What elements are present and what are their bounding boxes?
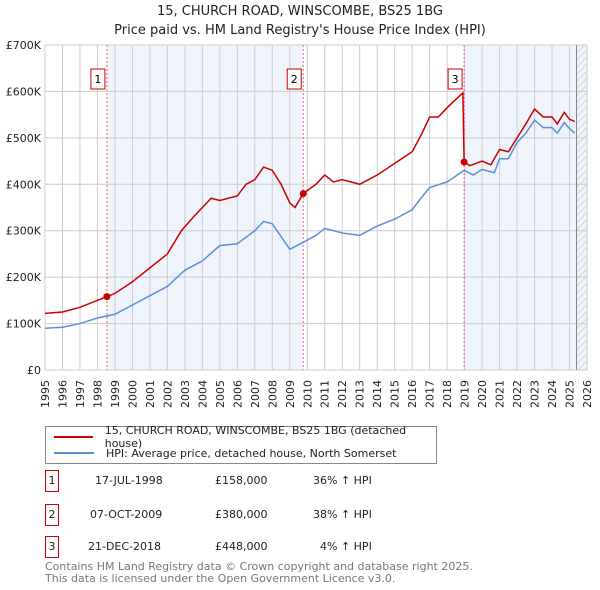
x-tick-label: 1999 [109, 380, 122, 408]
x-tick-label: 2011 [319, 380, 332, 408]
x-tick-label: 2009 [284, 380, 297, 408]
x-tick-label: 2002 [161, 380, 174, 408]
property-price-line [44, 91, 576, 315]
sale-hpi: 38% ↑ HPI [313, 508, 372, 521]
x-tick-label: 1995 [39, 380, 52, 408]
x-tick-label: 1997 [74, 380, 87, 408]
x-tick-label: 2004 [196, 380, 209, 408]
y-tick-label: £300K [6, 225, 42, 238]
shaded-period [106, 45, 304, 370]
x-tick-label: 2026 [581, 380, 594, 408]
x-tick-label: 2020 [476, 380, 489, 408]
sale-point [103, 293, 111, 301]
x-tick-label: 2019 [459, 380, 472, 408]
hpi-line [44, 119, 576, 329]
sale-row: 3 21-DEC-2018 £448,000 4% ↑ HPI [45, 536, 445, 558]
sale-marker-badge: 2 [45, 504, 59, 526]
sale-label: 1 [94, 73, 101, 86]
footer: Contains HM Land Registry data © Crown c… [45, 561, 473, 585]
footer-line: This data is licensed under the Open Gov… [45, 572, 396, 585]
y-tick-label: £0 [27, 364, 41, 377]
shaded-period [464, 45, 587, 370]
y-tick-label: £700K [6, 39, 42, 52]
x-tick-label: 2008 [266, 380, 279, 408]
x-tick-label: 2003 [179, 380, 192, 408]
legend-label: HPI: Average price, detached house, Nort… [106, 446, 397, 460]
x-tick-label: 2023 [529, 380, 542, 408]
sale-point [460, 158, 468, 166]
sale-label: 2 [291, 73, 298, 86]
sale-date: 21-DEC-2018 [88, 540, 162, 553]
sale-label-box [286, 68, 302, 90]
y-tick-label: £400K [6, 178, 42, 191]
red-line-swatch [54, 436, 93, 438]
sale-row: 1 17-JUL-1998 £158,000 36% ↑ HPI [45, 470, 445, 492]
sale-price: £380,000 [215, 508, 268, 521]
chart-title: 15, CHURCH ROAD, WINSCOMBE, BS25 1BG Pri… [0, 2, 600, 40]
x-tick-label: 2014 [371, 380, 384, 408]
x-tick-label: 1996 [56, 380, 69, 408]
x-tick-label: 2012 [336, 380, 349, 408]
x-tick-label: 2021 [494, 380, 507, 408]
sale-row: 2 07-OCT-2009 £380,000 38% ↑ HPI [45, 504, 445, 526]
sale-date: 07-OCT-2009 [90, 508, 163, 521]
x-tick-label: 2001 [144, 380, 157, 408]
sale-marker-badge: 1 [45, 470, 59, 492]
legend-item-hpi: HPI: Average price, detached house, Nort… [54, 446, 396, 460]
sale-label: 3 [452, 73, 459, 86]
legend-label: 15, CHURCH ROAD, WINSCOMBE, BS25 1BG (de… [104, 424, 407, 450]
x-tick-label: 2018 [441, 380, 454, 408]
x-tick-label: 2013 [354, 380, 367, 408]
x-tick-label: 2007 [249, 380, 262, 408]
y-tick-label: £200K [6, 271, 42, 284]
x-tick-label: 2010 [301, 380, 314, 408]
sale-label-box [447, 68, 463, 90]
sale-date: 17-JUL-1998 [95, 474, 163, 487]
x-tick-label: 2025 [564, 380, 577, 408]
sale-point [299, 190, 307, 198]
footer-line: Contains HM Land Registry data © Crown c… [45, 560, 473, 573]
sale-price: £158,000 [215, 474, 268, 487]
x-tick-label: 1998 [91, 380, 104, 408]
future-hatch [576, 45, 587, 370]
subtitle-line: Price paid vs. HM Land Registry's House … [114, 23, 486, 38]
legend: 15, CHURCH ROAD, WINSCOMBE, BS25 1BG (de… [45, 424, 437, 464]
x-tick-label: 2006 [231, 380, 244, 408]
y-tick-label: £500K [6, 132, 42, 145]
y-tick-label: £600K [6, 85, 42, 98]
x-tick-label: 2005 [214, 380, 227, 408]
sale-hpi: 36% ↑ HPI [313, 474, 372, 487]
x-tick-label: 2015 [389, 380, 402, 408]
sale-marker-badge: 3 [45, 536, 59, 558]
sale-label-box [90, 68, 106, 90]
legend-item-property: 15, CHURCH ROAD, WINSCOMBE, BS25 1BG (de… [54, 424, 436, 450]
x-tick-label: 2016 [406, 380, 419, 408]
title-line: 15, CHURCH ROAD, WINSCOMBE, BS25 1BG [157, 4, 443, 19]
blue-line-swatch [54, 452, 94, 454]
x-tick-label: 2000 [126, 380, 139, 408]
price-chart: 1995 1996 1997 1998 1999 2000 2001 2002 2003 2004… [6, 39, 594, 408]
x-tick-label: 2017 [424, 380, 437, 408]
sale-hpi: 4% ↑ HPI [320, 540, 372, 553]
y-tick-label: £100K [6, 318, 42, 331]
x-tick-label: 2024 [546, 380, 559, 408]
sale-price: £448,000 [215, 540, 268, 553]
x-tick-label: 2022 [511, 380, 524, 408]
